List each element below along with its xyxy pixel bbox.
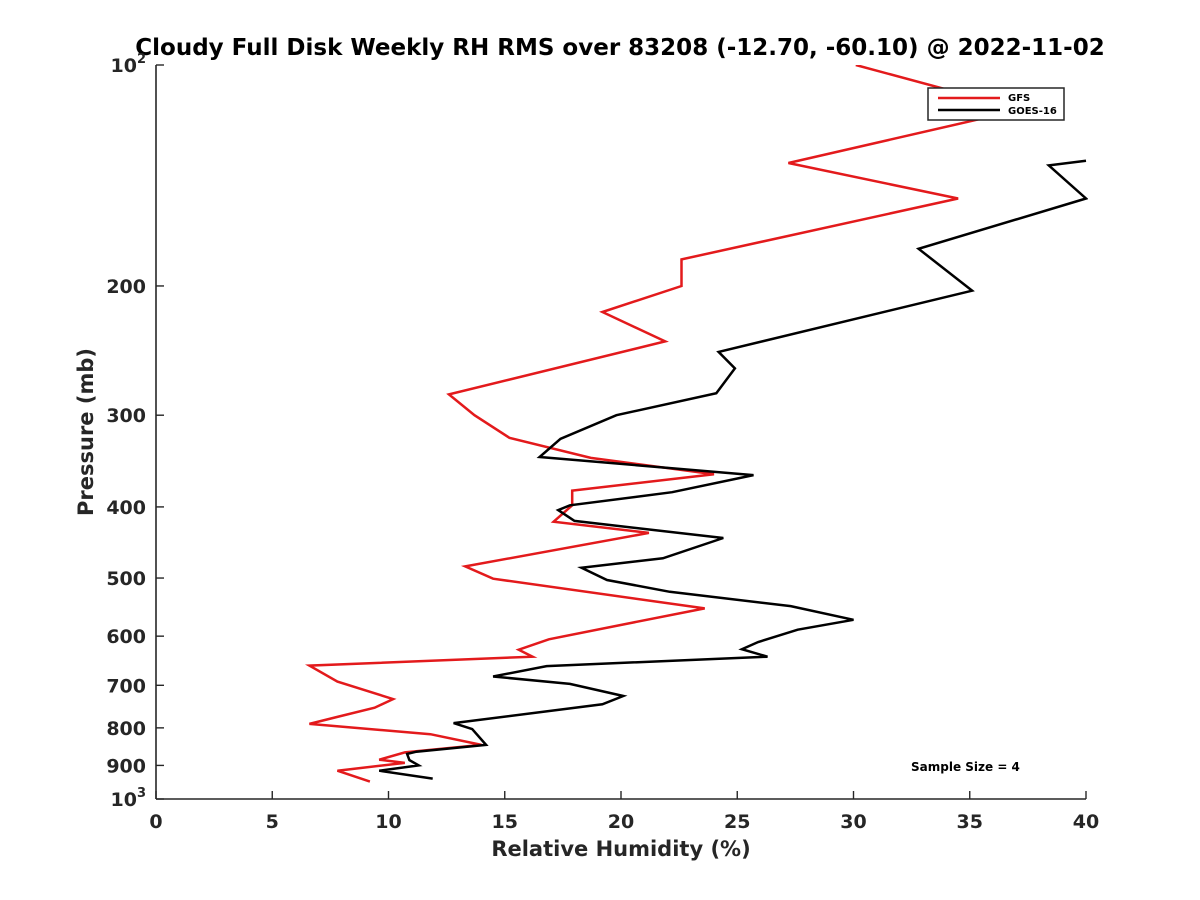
x-tick-label: 15: [492, 811, 518, 833]
y-tick-label: 700: [106, 675, 146, 697]
x-axis-ticks: 0 5 10 15 20 25 30 35 40: [149, 791, 1099, 833]
x-tick-label: 35: [957, 811, 983, 833]
y-tick-label: 600: [106, 626, 146, 648]
y-tick-label: 900: [106, 755, 146, 777]
y-tick-label: 400: [106, 497, 146, 519]
x-tick-label: 0: [149, 811, 162, 833]
y-tick-label: 200: [106, 276, 146, 298]
y-tick-label: 300: [106, 405, 146, 427]
series-line-gfs: [304, 65, 1022, 783]
chart-title: Cloudy Full Disk Weekly RH RMS over 8320…: [135, 35, 1104, 61]
y-axis-ticks: 102 200 300 400 500 600 700 800 900 103: [106, 52, 164, 811]
legend: GFS GOES-16: [927, 87, 1065, 121]
legend-label-gfs: GFS: [1008, 93, 1030, 104]
x-tick-label: 5: [266, 811, 279, 833]
y-tick-label: 500: [106, 568, 146, 590]
x-tick-label: 10: [375, 811, 401, 833]
series-line-goes-16: [379, 159, 1088, 780]
y-tick-label: 103: [111, 786, 147, 811]
x-tick-label: 20: [608, 811, 634, 833]
y-axis-label: Pressure (mb): [74, 348, 98, 516]
x-tick-label: 25: [724, 811, 750, 833]
plot-area: [304, 65, 1088, 783]
legend-box: [927, 87, 1065, 121]
x-axis-label: Relative Humidity (%): [491, 837, 750, 861]
x-tick-label: 30: [840, 811, 866, 833]
x-tick-label: 40: [1073, 811, 1099, 833]
sample-size-annotation: Sample Size = 4: [911, 760, 1020, 774]
y-tick-label: 102: [111, 52, 147, 77]
y-tick-label: 800: [106, 718, 146, 740]
legend-label-goes-16: GOES-16: [1008, 106, 1057, 117]
